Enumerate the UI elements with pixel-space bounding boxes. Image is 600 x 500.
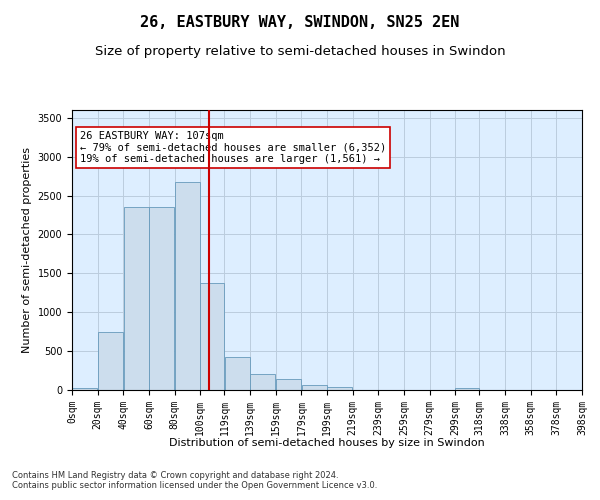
Bar bbox=[302, 385, 327, 390]
Text: 26 EASTBURY WAY: 107sqm
← 79% of semi-detached houses are smaller (6,352)
19% of: 26 EASTBURY WAY: 107sqm ← 79% of semi-de… bbox=[80, 131, 386, 164]
Bar bbox=[455, 388, 479, 390]
Bar bbox=[276, 379, 301, 390]
Bar bbox=[200, 282, 224, 390]
Bar bbox=[124, 207, 149, 390]
Text: Size of property relative to semi-detached houses in Swindon: Size of property relative to semi-detach… bbox=[95, 45, 505, 58]
Bar bbox=[149, 207, 174, 390]
Bar bbox=[225, 356, 250, 390]
Bar bbox=[250, 374, 275, 390]
Bar bbox=[175, 182, 200, 390]
Y-axis label: Number of semi-detached properties: Number of semi-detached properties bbox=[22, 147, 32, 353]
Text: 26, EASTBURY WAY, SWINDON, SN25 2EN: 26, EASTBURY WAY, SWINDON, SN25 2EN bbox=[140, 15, 460, 30]
Bar bbox=[72, 388, 97, 390]
Text: Contains HM Land Registry data © Crown copyright and database right 2024.
Contai: Contains HM Land Registry data © Crown c… bbox=[12, 470, 377, 490]
Bar bbox=[327, 388, 352, 390]
X-axis label: Distribution of semi-detached houses by size in Swindon: Distribution of semi-detached houses by … bbox=[169, 438, 485, 448]
Bar bbox=[98, 332, 123, 390]
